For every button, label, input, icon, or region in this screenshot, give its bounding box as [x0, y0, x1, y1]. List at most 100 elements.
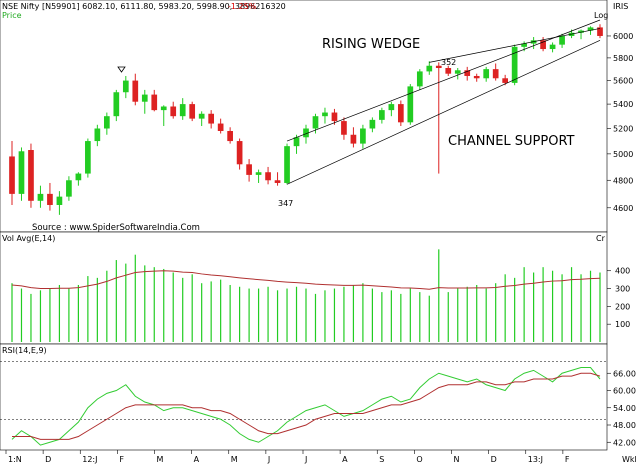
- candle-body: [559, 35, 565, 45]
- rsi-tick-label: 66.00: [613, 369, 636, 378]
- month-label: J: [267, 455, 270, 464]
- price-tick-label: 5000: [613, 150, 633, 159]
- candle-body: [75, 173, 82, 181]
- price-axis: 6000 5800 5600 5400 5200 5000 4800 4600: [607, 32, 633, 213]
- candle-body: [331, 112, 338, 122]
- candle-body: [483, 69, 490, 79]
- month-label: F: [119, 455, 124, 464]
- volume-bars: [11, 249, 601, 342]
- rsi-tick-label: 54.00: [613, 404, 636, 413]
- rsi-tick-label: 48.00: [613, 421, 636, 430]
- candle-body: [369, 119, 376, 129]
- peak-marker-icon: [117, 66, 126, 73]
- price-label: Price: [2, 11, 22, 20]
- candle-body: [94, 128, 101, 142]
- candle-body: [416, 71, 423, 87]
- rsi-panel: [0, 343, 608, 451]
- volume-average: [11, 270, 601, 290]
- candle-body: [454, 70, 461, 74]
- candle-body: [56, 196, 63, 205]
- candle-body: [132, 80, 139, 102]
- price-panel: [0, 0, 608, 233]
- price-tick-label: 4600: [613, 204, 633, 213]
- month-label: D: [491, 455, 497, 464]
- candle-body: [189, 104, 196, 119]
- candle-body: [322, 112, 328, 117]
- rsi-axis: 66.00 60.00 54.00 48.00 42.00: [0, 361, 636, 447]
- candle-body: [511, 46, 518, 83]
- candle-body: [407, 86, 414, 123]
- volume-title: Vol Avg(E,14): [2, 234, 55, 243]
- month-label: 13:J: [528, 455, 543, 464]
- month-label: N: [454, 455, 460, 464]
- candle-body: [113, 92, 120, 117]
- volume-tick-label: 100: [615, 320, 630, 329]
- candle-body: [103, 116, 110, 129]
- candle-body: [587, 27, 594, 31]
- month-label: O: [416, 455, 422, 464]
- candle-body: [122, 80, 129, 93]
- month-label: A: [342, 455, 348, 464]
- candle-body: [341, 121, 347, 135]
- price-tick-label: 5800: [613, 54, 633, 63]
- candle-body: [151, 94, 158, 111]
- volume-average-line: [11, 270, 601, 290]
- candle-body: [208, 113, 215, 124]
- candle-body: [473, 75, 480, 79]
- candle-body: [502, 78, 509, 83]
- rsi-tick-label: 60.00: [613, 387, 636, 396]
- candle-body: [388, 104, 395, 111]
- candle-body: [597, 27, 603, 36]
- candle-body: [198, 113, 205, 119]
- cr-label: Cr: [596, 234, 606, 243]
- candle-body: [160, 106, 167, 111]
- month-label: F: [565, 455, 570, 464]
- channel-upper-line: [429, 28, 601, 63]
- candle-body: [37, 193, 44, 201]
- candle-body: [284, 146, 290, 183]
- candle-body: [397, 104, 404, 123]
- volume-panel: [0, 231, 608, 345]
- point-352-label: 352: [441, 58, 456, 67]
- volume-tick-label: 400: [615, 267, 630, 276]
- rsi-lines: [11, 367, 601, 446]
- candle-body: [179, 104, 186, 117]
- candle-body: [578, 30, 584, 33]
- price-tick-label: 5600: [613, 77, 633, 86]
- candle-body: [435, 65, 442, 69]
- candle-body: [246, 164, 252, 175]
- candle-body: [18, 151, 25, 194]
- volume-axis: 400 300 200 100: [607, 267, 630, 329]
- candle-body: [350, 134, 357, 144]
- month-label: A: [194, 455, 200, 464]
- candle-body: [549, 44, 556, 50]
- rsi-signal-line: [12, 372, 601, 440]
- candle-body: [47, 193, 53, 205]
- candle-body: [464, 70, 471, 76]
- candle-body: [28, 149, 34, 201]
- candle-body: [540, 40, 546, 50]
- candle-body: [236, 141, 243, 165]
- candle-body: [492, 69, 499, 79]
- candle-body: [360, 128, 366, 144]
- rsi-tick-label: 42.00: [613, 438, 636, 447]
- candle-body: [141, 94, 148, 102]
- month-label: 12:J: [82, 455, 97, 464]
- channel-support-label: CHANNEL SUPPORT: [448, 134, 575, 149]
- price-tick-label: 5200: [613, 125, 633, 134]
- candle-body: [170, 106, 177, 117]
- candle-body: [521, 43, 527, 47]
- month-label: J: [304, 455, 307, 464]
- month-label: D: [45, 455, 51, 464]
- month-axis: 1:N D 12:J F M A M J J A S O N D 13:J F: [5, 450, 570, 464]
- price-tick-label: 6000: [613, 32, 633, 41]
- wedge-upper-line: [286, 19, 601, 142]
- log-label: Log: [594, 11, 608, 20]
- volume-tick-label: 200: [615, 302, 630, 311]
- rising-wedge-label: RISING WEDGE: [322, 37, 420, 52]
- volume-tick-label: 300: [615, 285, 630, 294]
- month-label: 1:N: [8, 455, 22, 464]
- candle-body: [293, 137, 300, 147]
- source-label: Source : www.SpiderSoftwareIndia.Com: [32, 223, 200, 233]
